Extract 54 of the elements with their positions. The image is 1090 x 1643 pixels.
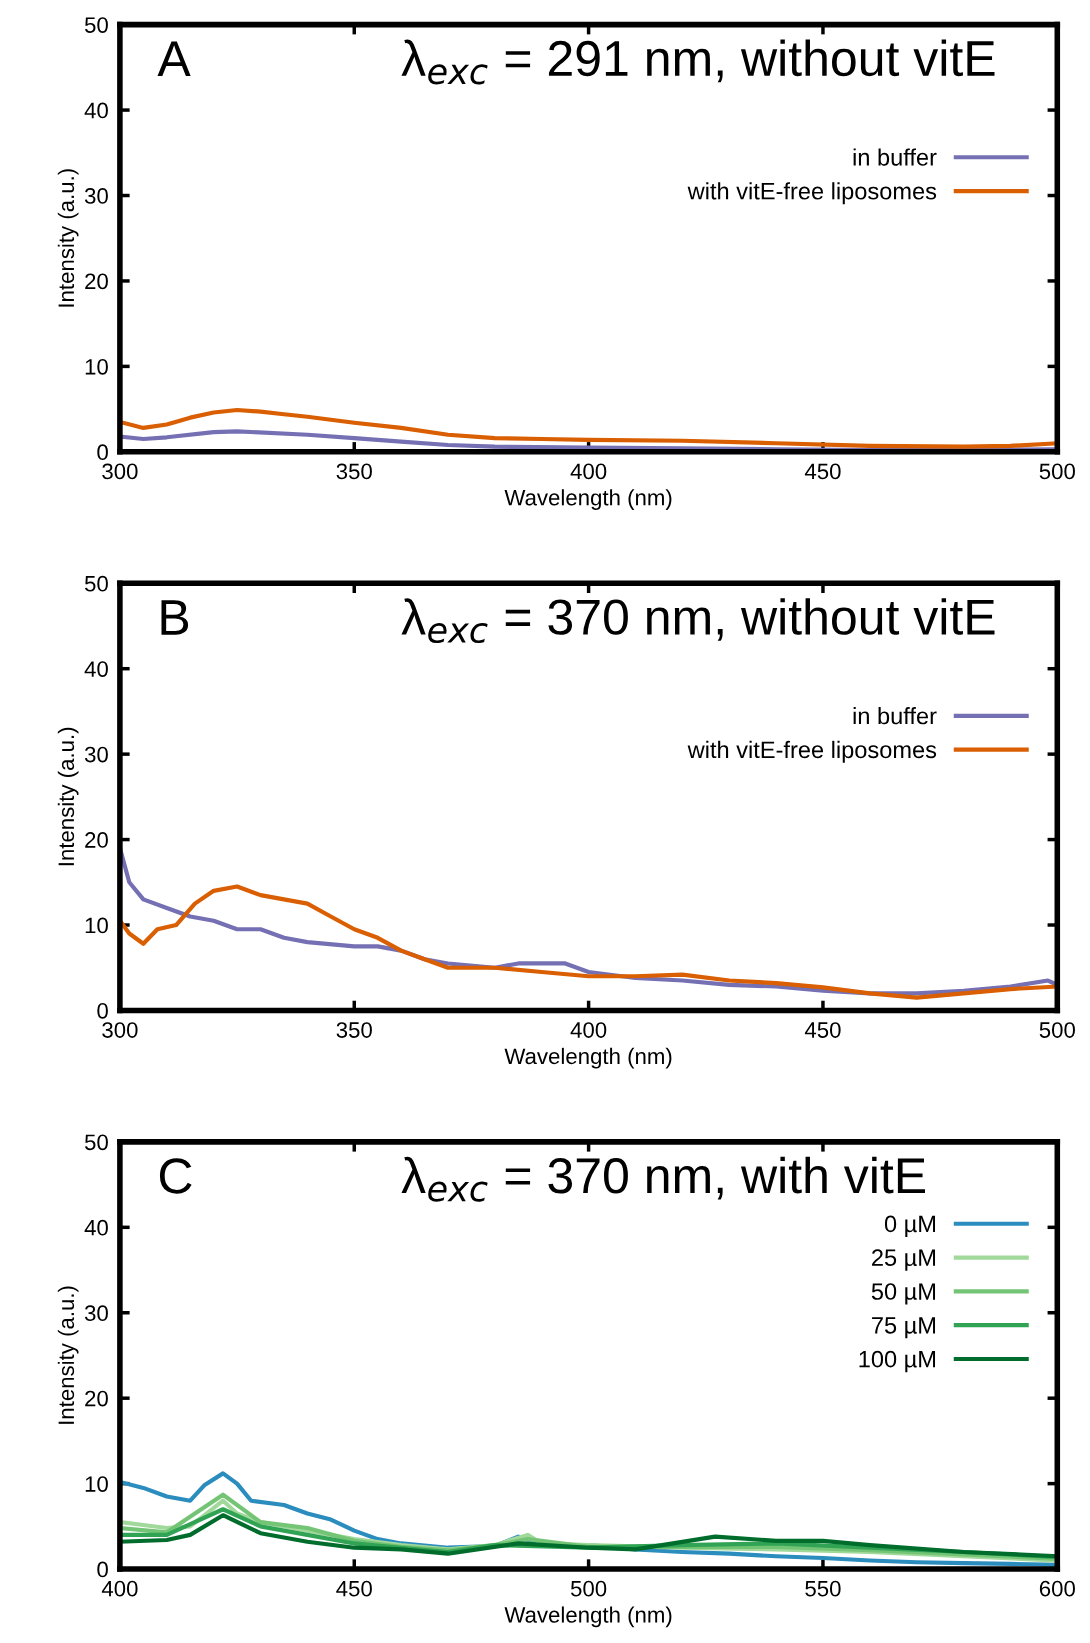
y-axis-title: Intensity (a.u.) <box>57 169 79 307</box>
legend-label: 75 µM <box>872 1317 936 1339</box>
x-tick-label: 500 <box>1039 1022 1075 1038</box>
y-tick-label: 30 <box>84 746 108 763</box>
x-tick-label: 400 <box>570 1022 607 1038</box>
y-tick-label: 40 <box>84 102 108 119</box>
y-tick-label: 40 <box>84 1219 108 1236</box>
legend-label: 0 µM <box>884 1215 936 1237</box>
x-tick-label: 450 <box>336 1580 372 1597</box>
legend-label: with vitE-free liposomes <box>687 182 937 205</box>
x-tick-label: 350 <box>336 463 372 480</box>
x-tick-label: 450 <box>804 1022 841 1038</box>
y-tick-label: 10 <box>85 1476 108 1492</box>
x-axis-title: Wavelength (nm) <box>504 1606 672 1628</box>
y-tick-label: 20 <box>85 1390 108 1407</box>
annotation: A <box>157 41 191 77</box>
chart-title: λ$_{exc}$ = 370 nm, with vitE <box>401 1156 925 1202</box>
x-tick-label: 500 <box>1039 463 1075 480</box>
x-tick-label: 350 <box>336 1022 372 1038</box>
y-tick-label: 50 <box>84 17 108 33</box>
y-tick-label: 50 <box>84 1134 108 1151</box>
annotation: C <box>159 1158 192 1194</box>
annotation: B <box>161 600 189 635</box>
x-tick-label: 600 <box>1039 1580 1075 1597</box>
chart-title: λ$_{exc}$ = 291 nm, without vitE <box>401 39 995 85</box>
y-tick-label: 20 <box>85 273 108 290</box>
legend-label: in buffer <box>853 148 937 166</box>
x-tick-label: 300 <box>102 1022 138 1038</box>
x-tick-label: 400 <box>101 1580 138 1597</box>
x-tick-label: 550 <box>805 1580 841 1597</box>
chart-title: λ$_{exc}$ = 370 nm, without vitE <box>401 598 995 644</box>
y-tick-label: 30 <box>84 1305 108 1322</box>
x-tick-label: 450 <box>804 463 841 480</box>
legend-label: 100 µM <box>859 1350 936 1373</box>
y-tick-label: 10 <box>85 358 108 375</box>
legend-label: with vitE-free liposomes <box>687 740 937 763</box>
y-tick-label: 50 <box>84 575 108 592</box>
x-tick-label: 300 <box>102 463 138 480</box>
y-tick-label: 40 <box>84 661 108 677</box>
x-tick-label: 500 <box>570 1580 607 1597</box>
legend-label: 50 µM <box>871 1283 936 1305</box>
legend-label: in buffer <box>853 707 937 725</box>
y-tick-label: 20 <box>85 832 108 848</box>
y-tick-label: 0 <box>97 1002 108 1019</box>
legend-label: 25 µM <box>872 1249 936 1271</box>
x-axis-title: Wavelength (nm) <box>504 489 672 510</box>
x-tick-label: 400 <box>570 463 607 480</box>
y-tick-label: 30 <box>84 188 108 204</box>
y-tick-label: 0 <box>97 444 108 461</box>
y-tick-label: 10 <box>85 917 108 934</box>
x-axis-title: Wavelength (nm) <box>504 1047 672 1069</box>
y-axis-title: Intensity (a.u.) <box>57 727 79 866</box>
y-tick-label: 0 <box>97 1561 108 1578</box>
y-axis-title: Intensity (a.u.) <box>57 1286 79 1424</box>
